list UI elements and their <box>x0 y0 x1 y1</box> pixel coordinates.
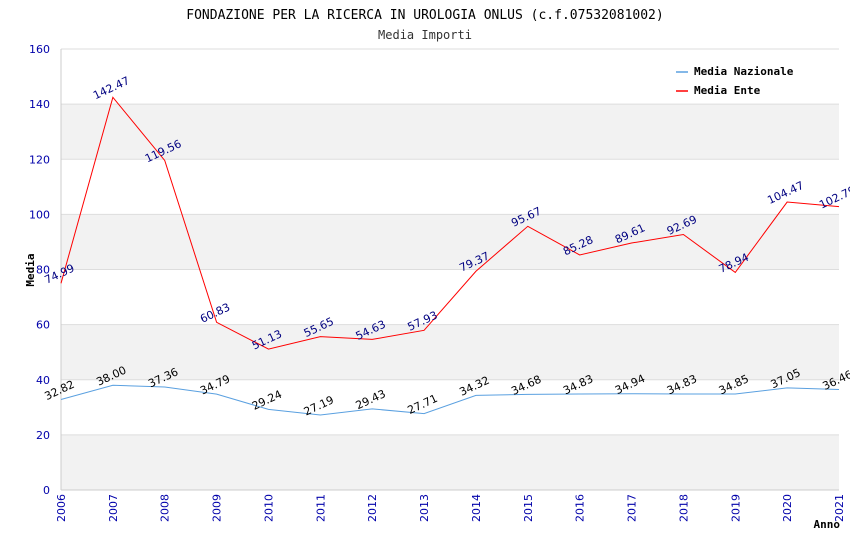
grid-lines <box>60 48 839 491</box>
x-tick-label: 2014 <box>470 494 483 522</box>
grid-band <box>61 324 839 380</box>
x-tick-label: 2010 <box>262 494 275 522</box>
legend-box <box>670 60 810 102</box>
x-tick-label: 2015 <box>522 494 535 522</box>
y-axis-ticks: 0 20 40 60 80 100 120 140 160 <box>29 43 50 497</box>
y-tick-label: 60 <box>36 319 50 332</box>
chart-title: FONDAZIONE PER LA RICERCA IN UROLOGIA ON… <box>186 8 663 23</box>
x-tick-label: 2017 <box>626 494 639 522</box>
x-tick-label: 2009 <box>211 494 224 522</box>
x-tick-label: 2007 <box>107 494 120 522</box>
series-line-media-ente <box>60 96 840 350</box>
grid-band <box>61 434 839 490</box>
grid-band <box>61 159 839 215</box>
legend-label-media-ente: Media Ente <box>694 84 761 97</box>
y-tick-label: 100 <box>29 208 50 221</box>
grid-band <box>61 379 839 435</box>
y-tick-label: 20 <box>36 429 50 442</box>
x-tick-label: 2020 <box>781 494 794 522</box>
x-tick-label: 2008 <box>159 494 172 522</box>
y-tick-label: 120 <box>29 153 50 166</box>
x-tick-label: 2011 <box>314 494 327 522</box>
y-tick-label: 80 <box>36 264 50 277</box>
y-tick-label: 160 <box>29 43 50 56</box>
y-tick-label: 40 <box>36 374 50 387</box>
x-axis-label: Anno <box>814 518 841 531</box>
x-tick-label: 2012 <box>366 494 379 522</box>
legend-label-media-nazionale: Media Nazionale <box>694 65 794 78</box>
y-axis-label: Media <box>24 253 37 286</box>
x-axis-ticks: 2006 2007 2008 2009 2010 2011 2012 2013 2014 2015… <box>55 494 846 522</box>
chart-subtitle: Media Importi <box>378 28 472 42</box>
y-tick-label: 0 <box>43 484 50 497</box>
grid-band <box>61 104 839 160</box>
series-group <box>60 96 840 416</box>
y-tick-label: 140 <box>29 98 50 111</box>
grid-band <box>61 269 839 325</box>
series-line-media-nazionale <box>60 384 840 416</box>
x-tick-label: 2019 <box>729 494 742 522</box>
x-tick-label: 2021 <box>833 494 846 522</box>
x-tick-label: 2016 <box>574 494 587 522</box>
legend: Media Nazionale Media Ente <box>670 60 810 102</box>
x-tick-label: 2013 <box>418 494 431 522</box>
x-tick-label: 2006 <box>55 494 68 522</box>
x-tick-label: 2018 <box>677 494 690 522</box>
